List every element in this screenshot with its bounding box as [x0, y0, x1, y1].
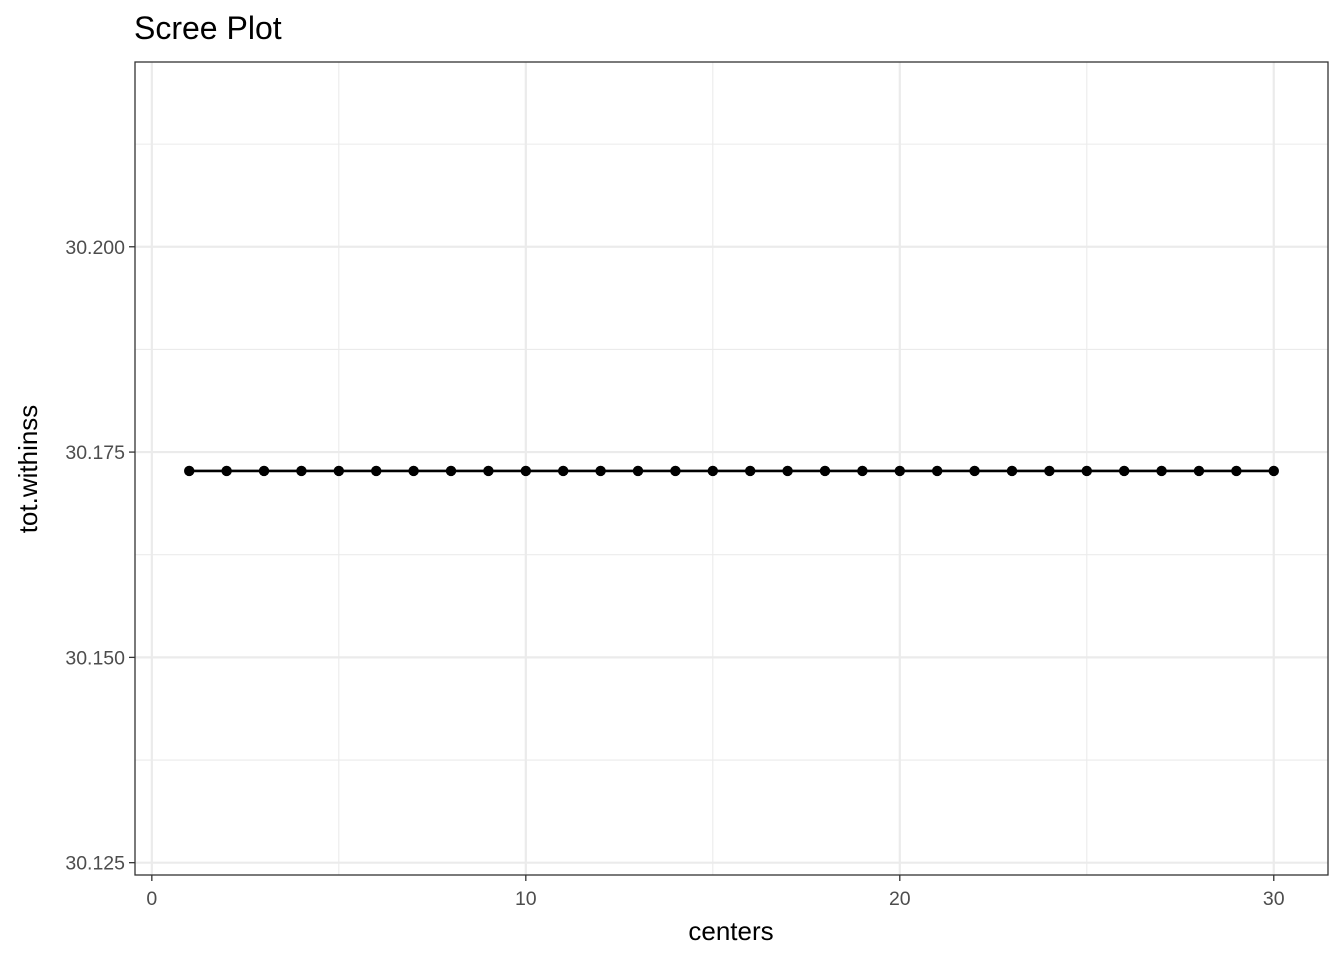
- plot-background: [135, 62, 1328, 875]
- data-point: [1081, 465, 1092, 477]
- panel-border: [134, 61, 1329, 876]
- data-point: [819, 465, 831, 477]
- data-point: [1044, 465, 1055, 477]
- data-point: [333, 465, 345, 477]
- data-point: [969, 465, 980, 477]
- major-gridlines: [135, 62, 1328, 875]
- data-point: [894, 465, 905, 477]
- data-point: [184, 465, 195, 477]
- y-tick-label: 30.125: [65, 853, 125, 875]
- panel-border-layer: [134, 61, 1329, 876]
- data-point: [258, 465, 270, 477]
- data-point: [595, 465, 606, 477]
- data-point: [1193, 465, 1205, 477]
- x-tick-label: 0: [146, 888, 157, 910]
- data-point: [632, 465, 644, 477]
- data-point: [670, 465, 681, 477]
- data-point: [857, 465, 868, 477]
- data-point: [782, 465, 793, 477]
- x-tick-label: 30: [1263, 888, 1285, 910]
- data-point: [1156, 465, 1167, 477]
- data-point: [744, 465, 756, 477]
- x-axis-title: centers: [688, 916, 773, 946]
- data-point: [371, 465, 382, 477]
- data-point: [1006, 465, 1018, 477]
- chart-title: Scree Plot: [134, 10, 282, 46]
- series-layer: [184, 465, 1279, 477]
- data-point: [408, 465, 419, 477]
- y-axis: 30.125 30.150 30.175 30.200: [65, 237, 135, 875]
- data-point: [1118, 465, 1130, 477]
- y-tick-label: 30.175: [65, 442, 125, 464]
- minor-gridlines: [135, 62, 1328, 875]
- y-tick-label: 30.150: [65, 647, 125, 669]
- data-point: [483, 465, 494, 477]
- data-point: [221, 465, 232, 477]
- x-tick-label: 20: [889, 888, 911, 910]
- data-point: [558, 465, 569, 477]
- data-point: [931, 465, 943, 477]
- y-tick-label: 30.200: [65, 237, 125, 259]
- x-tick-label: 10: [515, 888, 537, 910]
- data-point: [445, 465, 457, 477]
- data-point: [1231, 465, 1242, 477]
- data-point: [520, 465, 532, 477]
- plot-panel: [135, 62, 1328, 875]
- x-axis: 0 10 20 30: [146, 875, 1285, 910]
- data-point: [1268, 465, 1279, 477]
- data-point: [296, 465, 307, 477]
- data-point: [707, 465, 719, 477]
- y-axis-title: tot.withinss: [13, 405, 43, 534]
